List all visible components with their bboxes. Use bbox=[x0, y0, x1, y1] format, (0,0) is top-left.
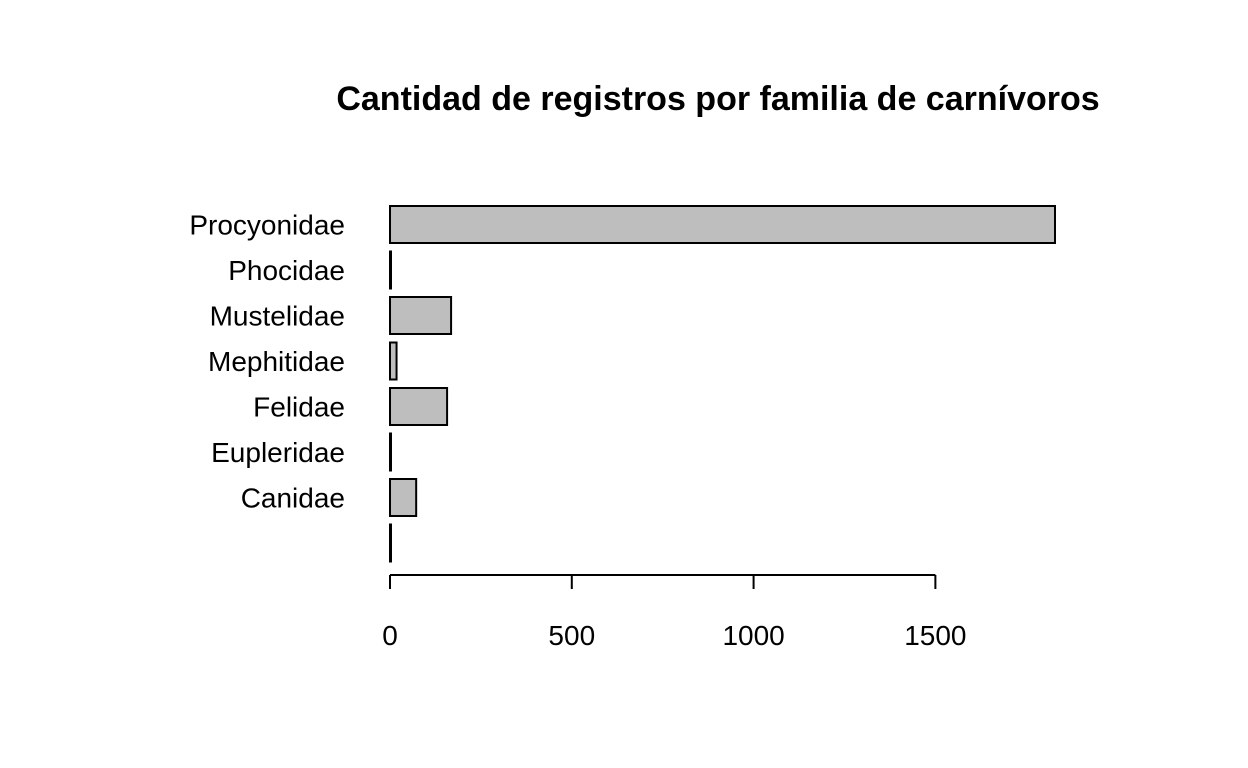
chart-title: Cantidad de registros por familia de car… bbox=[336, 80, 1099, 118]
bar-mustelidae bbox=[389, 296, 453, 335]
category-label-procyonidae: Procyonidae bbox=[189, 210, 345, 241]
x-tick-label-1500: 1500 bbox=[904, 620, 966, 651]
category-label-eupleridae: Eupleridae bbox=[211, 437, 345, 468]
bar-mephitidae bbox=[389, 341, 398, 381]
x-tick-label-0: 0 bbox=[382, 620, 398, 651]
x-axis: 0 500 1000 1500 bbox=[382, 574, 967, 651]
bar-unlabeled bbox=[389, 523, 392, 563]
bar-procyonidae bbox=[389, 205, 1056, 244]
category-label-mustelidae: Mustelidae bbox=[210, 301, 345, 332]
x-tick-label-1000: 1000 bbox=[722, 620, 784, 651]
category-label-canidae: Canidae bbox=[241, 483, 345, 514]
bar-phocidae bbox=[389, 250, 392, 290]
category-label-phocidae: Phocidae bbox=[228, 255, 345, 286]
bar-canidae bbox=[389, 478, 418, 517]
bars-group bbox=[389, 205, 1056, 563]
category-label-mephitidae: Mephitidae bbox=[208, 346, 345, 377]
category-label-felidae: Felidae bbox=[253, 392, 345, 423]
category-labels: Canidae Eupleridae Felidae Mephitidae Mustel… bbox=[189, 210, 345, 514]
bar-eupleridae bbox=[389, 432, 392, 472]
bar-felidae bbox=[389, 387, 449, 426]
x-tick-label-500: 500 bbox=[548, 620, 595, 651]
